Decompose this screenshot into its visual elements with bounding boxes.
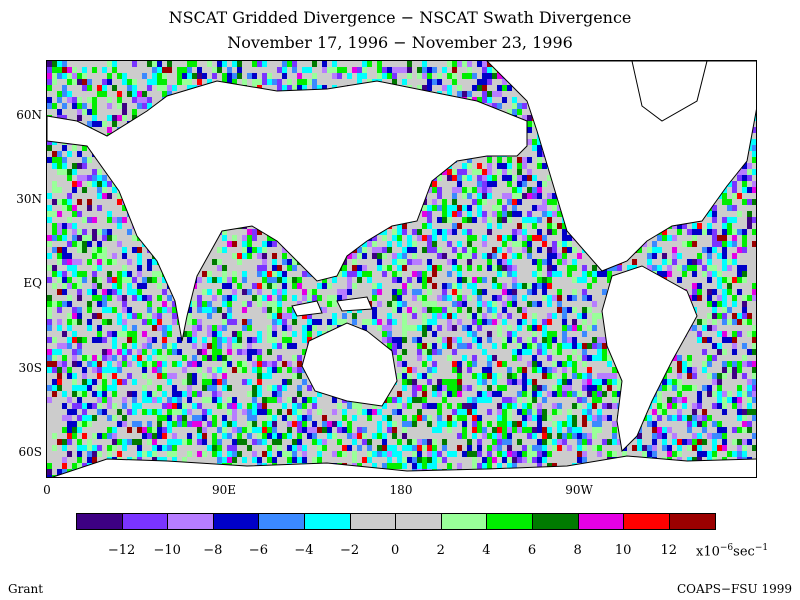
lat-label-30s: 30S xyxy=(18,361,43,375)
colorbar-tick-label: 10 xyxy=(614,543,632,558)
lat-label-eq: EQ xyxy=(23,276,42,290)
colorbar-cell xyxy=(669,514,716,529)
colorbar-cell xyxy=(624,514,670,529)
lon-label-0: 0 xyxy=(43,483,51,497)
colorbar-cell xyxy=(168,514,214,529)
indonesia-islands xyxy=(291,296,373,317)
lat-label-30n: 30N xyxy=(16,192,42,206)
north-america-landmass xyxy=(486,61,756,272)
africa-eurasia-landmass xyxy=(47,80,528,342)
map-date-range: November 17, 1996 − November 23, 1996 xyxy=(227,33,573,52)
colorbar-cell xyxy=(304,514,351,529)
map-canvas xyxy=(47,61,756,477)
south-america-landmass xyxy=(601,265,698,453)
map-title: NSCAT Gridded Divergence − NSCAT Swath D… xyxy=(168,8,632,27)
colorbar-tick-label: 0 xyxy=(391,543,400,558)
colorbar-tick-label: −4 xyxy=(294,543,314,558)
colorbar-cell xyxy=(350,514,397,529)
lon-label-180: 180 xyxy=(389,483,413,497)
lon-label-90e: 90E xyxy=(211,483,237,497)
colorbar-tick-label: 2 xyxy=(436,543,445,558)
units-exponent: −6 xyxy=(719,543,734,553)
units-prefix: x10 xyxy=(696,544,720,560)
antarctica-landmass xyxy=(51,455,756,477)
colorbar-tick-label: −12 xyxy=(107,543,136,558)
colorbar-cell xyxy=(122,514,169,529)
colorbar-cell xyxy=(532,514,579,529)
lon-label-90w: 90W xyxy=(565,483,593,497)
footer-author: Grant xyxy=(8,582,44,596)
continents xyxy=(47,61,756,477)
colorbar-units: x10−6sec−1 xyxy=(696,543,768,559)
colorbar-cell xyxy=(396,514,442,529)
units-suffix: sec xyxy=(733,544,755,560)
australia-landmass xyxy=(301,322,398,407)
colorbar-cell xyxy=(578,514,625,529)
colorbar-tick-label: −6 xyxy=(248,543,268,558)
greenland-landmass xyxy=(631,61,708,122)
colorbar-tick-label: −2 xyxy=(340,543,360,558)
footer-credit: COAPS−FSU 1999 xyxy=(676,582,792,596)
colorbar-tick-label: 12 xyxy=(660,543,678,558)
colorbar-cell xyxy=(441,514,488,529)
colorbar-tick-label: −8 xyxy=(203,543,223,558)
lat-label-60s: 60S xyxy=(18,445,43,459)
colorbar-cell xyxy=(259,514,305,529)
colorbar-tick-label: 6 xyxy=(527,543,537,558)
colorbar-tick-label: 8 xyxy=(573,543,582,558)
colorbar-cell xyxy=(487,514,533,529)
colorbar-cell xyxy=(77,514,123,529)
units-exponent-2: −1 xyxy=(754,543,769,553)
colorbar-cell xyxy=(213,514,260,529)
divergence-map xyxy=(46,60,757,478)
colorbar-tick-label: 4 xyxy=(482,543,491,558)
lat-label-60n: 60N xyxy=(16,108,42,122)
colorbar-tick-label: −10 xyxy=(153,543,181,558)
colorbar xyxy=(76,513,717,530)
